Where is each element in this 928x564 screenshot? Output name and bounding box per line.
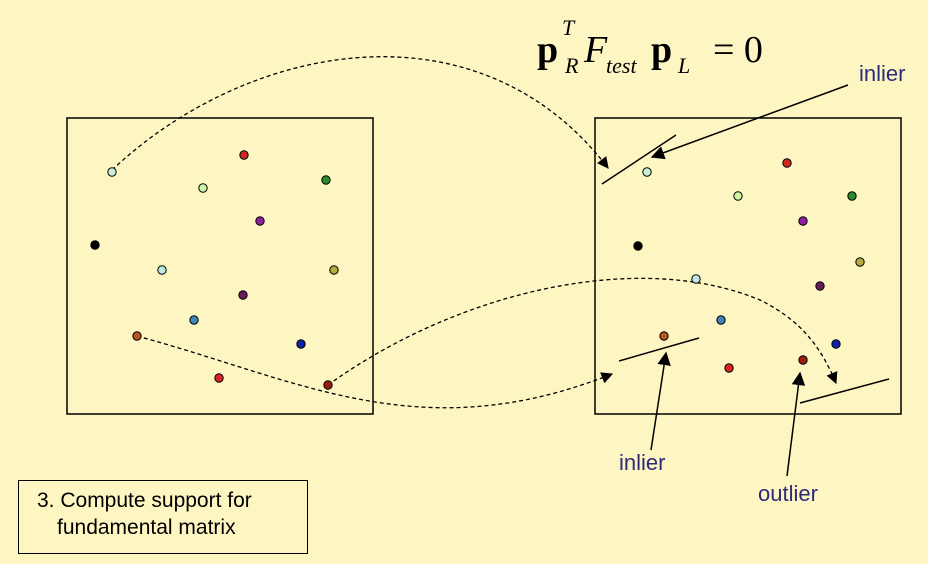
- correspondence-curve-inlier: [136, 335, 614, 409]
- left-image-point-red: [239, 150, 249, 160]
- left-image-frame: [66, 117, 374, 415]
- formula-equals-zero: = 0: [713, 29, 763, 71]
- formula-superscript-t: T: [562, 15, 576, 40]
- left-image-point-brown-orange: [132, 331, 142, 341]
- right-image-point-dark-red: [798, 355, 808, 365]
- epipolar-line-top: [601, 134, 677, 185]
- right-image-point-blue: [831, 339, 841, 349]
- formula-subscript-test: test: [606, 53, 637, 78]
- right-image-point-brown-orange: [659, 331, 669, 341]
- epipolar-line-bottom-left: [618, 337, 700, 362]
- step-caption-box: 3. Compute support for fundamental matri…: [18, 480, 308, 554]
- left-image-point-blue: [296, 339, 306, 349]
- right-image-point-light-green: [733, 191, 743, 201]
- left-image-point-purple: [255, 216, 265, 226]
- right-image-frame: [594, 117, 902, 415]
- left-image-point-dark-green: [321, 175, 331, 185]
- formula-subscript-r: R: [564, 53, 579, 78]
- right-image-point-black: [633, 241, 643, 251]
- epipolar-line-bottom-right: [799, 378, 890, 404]
- left-image-point-light-green: [198, 183, 208, 193]
- right-image-point-red: [782, 158, 792, 168]
- caption-line-1: 3. Compute support for: [37, 489, 252, 512]
- caption-line-2: fundamental matrix: [57, 516, 236, 539]
- formula-subscript-l: L: [677, 53, 690, 78]
- right-image-point-dark-purple: [815, 281, 825, 291]
- left-image-point-red-2: [214, 373, 224, 383]
- left-image-point-pale-cyan: [107, 167, 117, 177]
- left-image-point-dark-red: [323, 380, 333, 390]
- correspondence-curve-top: [111, 56, 609, 171]
- inlier-top-label: inlier: [859, 61, 905, 86]
- outlier-pointer-arrow: [786, 371, 806, 477]
- formula-f: F: [583, 29, 608, 71]
- formula-p-left: p: [651, 29, 672, 71]
- left-image-point-dark-purple: [238, 290, 248, 300]
- right-image-point-pale-cyan: [642, 167, 652, 177]
- left-image-points: [90, 150, 339, 390]
- right-image-point-olive: [855, 257, 865, 267]
- inlier-bottom-pointer-arrow: [650, 351, 671, 451]
- left-image-point-light-cyan: [157, 265, 167, 275]
- inlier-top-pointer-arrow: [650, 84, 849, 160]
- right-image-point-steel-blue: [716, 315, 726, 325]
- left-image-point-steel-blue: [189, 315, 199, 325]
- right-image-point-red-2: [724, 363, 734, 373]
- correspondence-curve-outlier: [327, 277, 838, 386]
- outlier-label: outlier: [758, 481, 818, 506]
- right-image-point-dark-green: [847, 191, 857, 201]
- left-image-point-olive: [329, 265, 339, 275]
- formula-p-right: p: [537, 29, 558, 71]
- epipolar-constraint-formula: p T R F test p L = 0: [537, 15, 763, 78]
- right-image-point-light-cyan: [691, 274, 701, 284]
- left-image-point-black: [90, 240, 100, 250]
- inlier-bottom-label: inlier: [619, 450, 665, 475]
- right-image-point-purple: [798, 216, 808, 226]
- right-image-points: [633, 158, 865, 373]
